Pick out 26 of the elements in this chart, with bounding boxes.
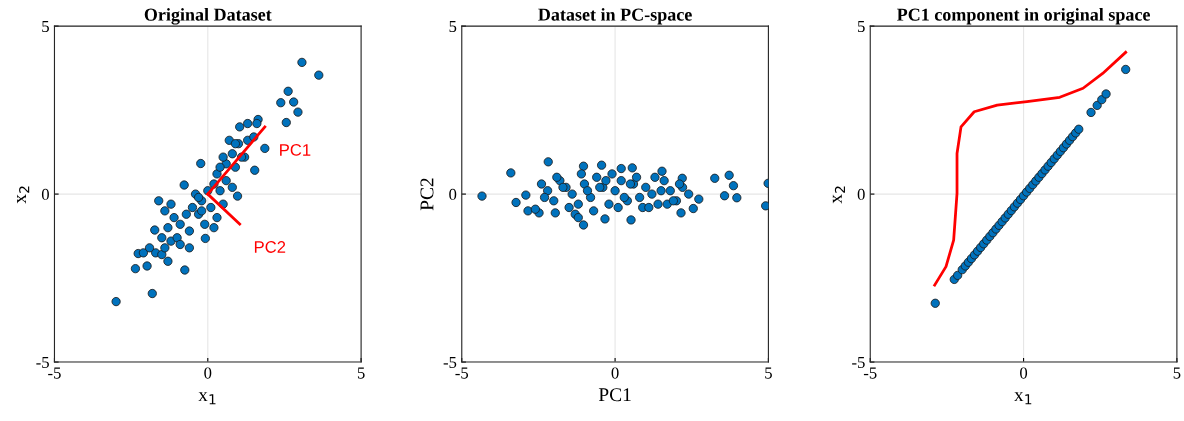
x-axis-title: x$_{1}$ — [1014, 392, 1032, 405]
x-axis-title: PC1 — [598, 388, 631, 402]
y-tick-label: 5 — [42, 20, 49, 33]
annotation: PC2 — [254, 241, 286, 253]
x-tick-label: 0 — [204, 367, 212, 379]
y-tick-label: 5 — [858, 20, 865, 33]
y-tick-label: -5 — [852, 356, 865, 369]
y-tick-label: -5 — [36, 356, 49, 369]
x-tick-label: 0 — [611, 367, 619, 379]
y-tick-label: 0 — [857, 188, 865, 201]
y-axis-title: x$_{2}$ — [832, 186, 845, 204]
chart-title: Original Dataset — [144, 8, 272, 25]
y-tick-label: 0 — [449, 188, 457, 201]
chart-title: Dataset in PC-space — [538, 8, 692, 25]
x-axis-title: x$_{1}$ — [198, 392, 216, 405]
y-axis-title: PC2 — [420, 178, 434, 211]
annotation: PC1 — [280, 144, 311, 156]
y-tick-label: 5 — [449, 20, 457, 33]
chart-title: PC1 component in original space — [896, 8, 1150, 25]
y-axis-title: x$_{2}$ — [17, 186, 30, 204]
y-tick-label: -5 — [443, 356, 457, 369]
x-tick-label: 5 — [357, 367, 365, 379]
x-tick-label: 5 — [765, 367, 772, 379]
x-tick-label: 0 — [1020, 367, 1028, 379]
x-tick-label: 5 — [1173, 367, 1181, 379]
y-tick-label: 0 — [41, 188, 49, 201]
